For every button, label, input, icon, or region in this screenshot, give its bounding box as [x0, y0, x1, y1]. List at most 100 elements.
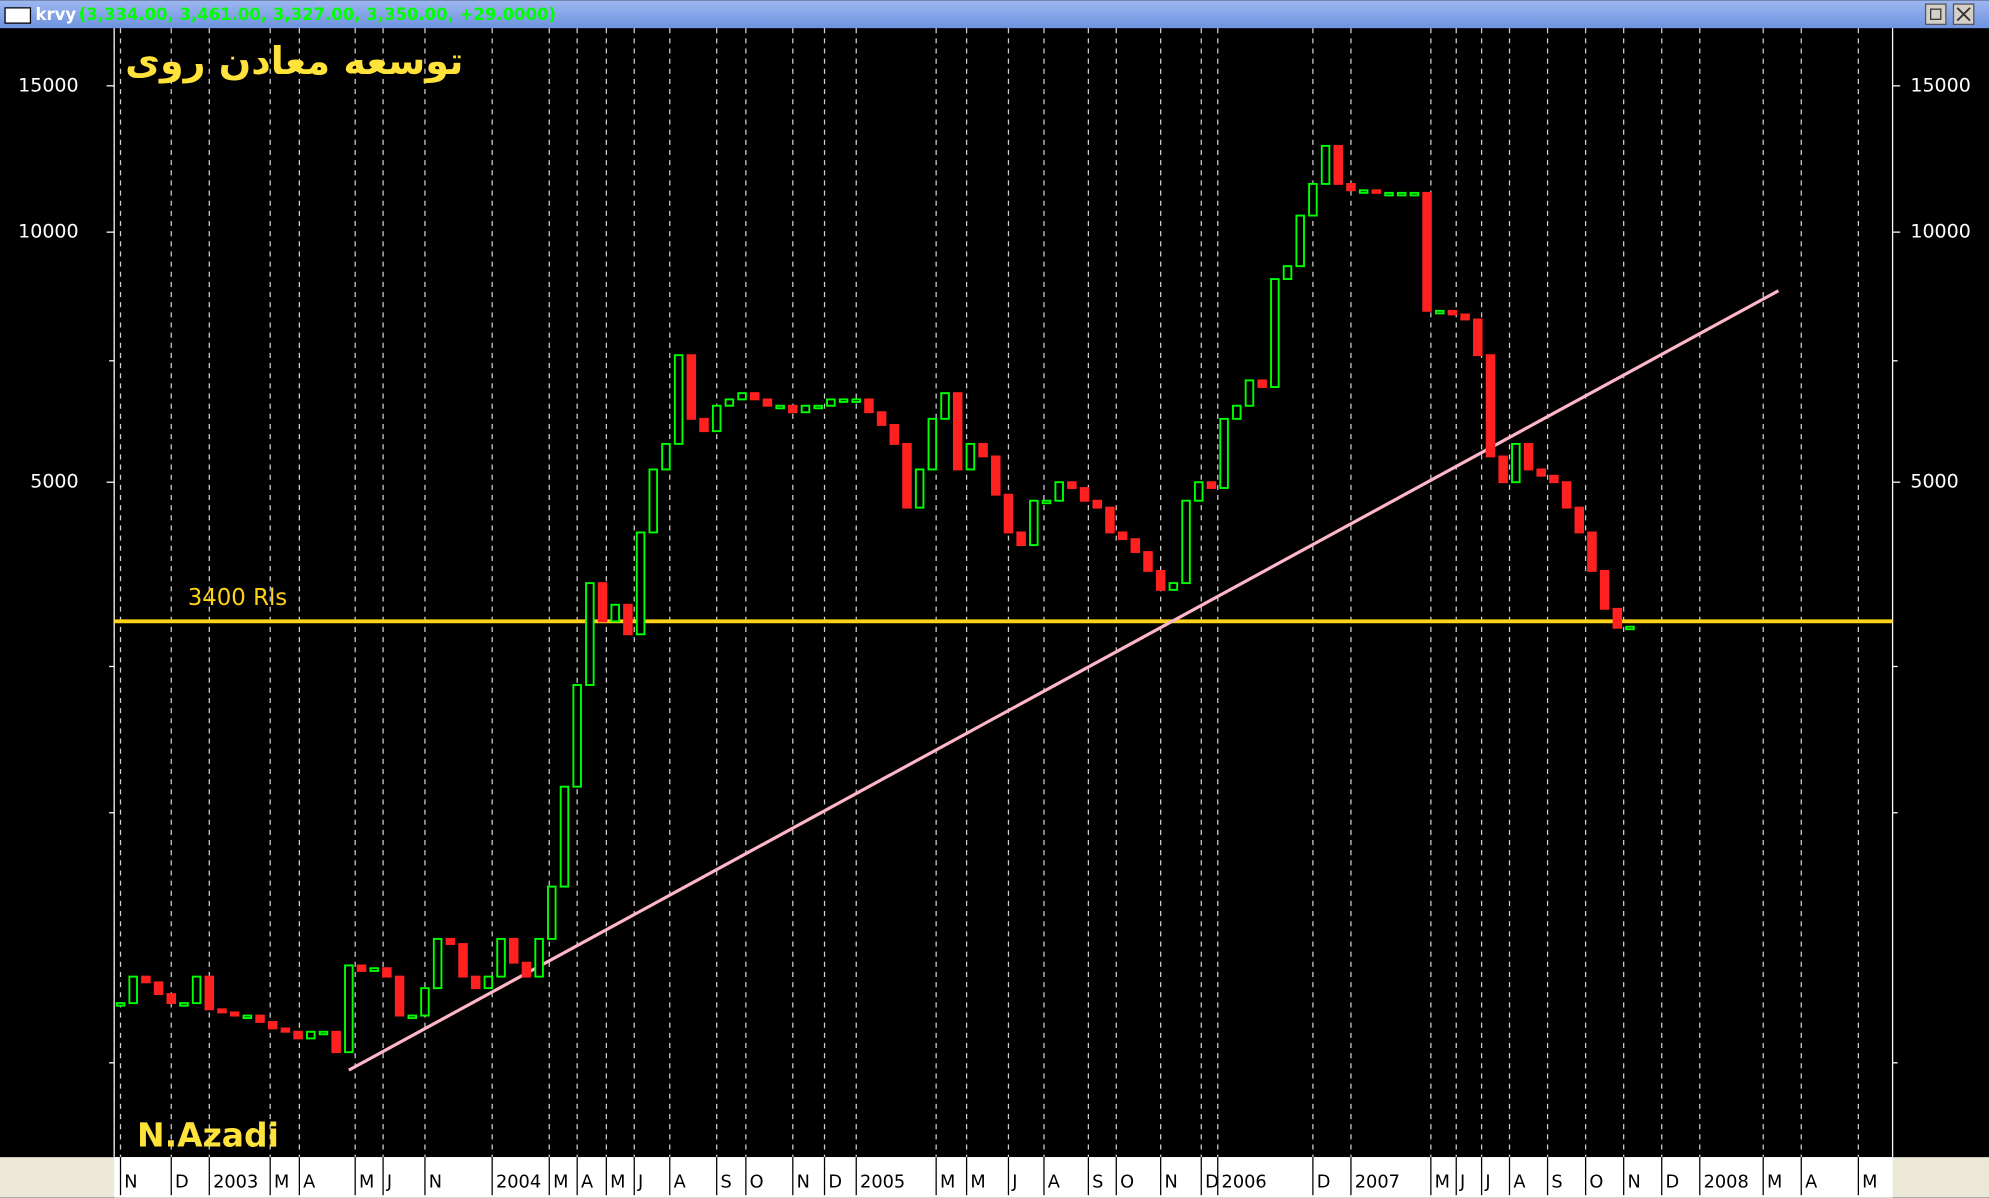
candle — [991, 455, 1001, 496]
x-tick-label: M — [1767, 1173, 1782, 1193]
x-tick-label: J — [1484, 1173, 1490, 1193]
x-tick-label: O — [750, 1173, 764, 1193]
x-tick-label: 2006 — [1222, 1173, 1267, 1193]
candle — [1320, 144, 1331, 185]
candle — [1003, 493, 1014, 534]
x-tick-label: A — [1048, 1173, 1060, 1193]
candle — [204, 975, 215, 1011]
candle — [1105, 506, 1115, 534]
candle — [876, 411, 887, 426]
candle — [902, 442, 912, 509]
candle — [153, 981, 164, 996]
candle — [1117, 531, 1128, 541]
candle — [788, 404, 798, 414]
x-tick-label: N — [797, 1173, 810, 1193]
x-tick-label: M — [1435, 1173, 1450, 1193]
x-tick-label: N — [1164, 1173, 1177, 1193]
x-tick-label: 2003 — [213, 1173, 258, 1193]
candle — [978, 442, 988, 458]
candle — [394, 975, 405, 1017]
candle — [1574, 506, 1585, 534]
candle — [1536, 468, 1546, 477]
candle — [851, 398, 861, 403]
candle — [559, 785, 570, 888]
candle — [749, 392, 760, 401]
candle — [952, 392, 963, 471]
candle — [521, 961, 532, 978]
x-tick-label: M — [940, 1173, 955, 1193]
candle — [1092, 499, 1103, 509]
x-tick-label: D — [1666, 1173, 1680, 1193]
candle — [775, 404, 785, 410]
x-tick-label: A — [674, 1173, 686, 1193]
candle — [229, 1011, 240, 1017]
candle — [1333, 144, 1344, 185]
candle — [1130, 538, 1141, 553]
maximize-button[interactable] — [1924, 3, 1947, 26]
x-tick-label: S — [721, 1173, 732, 1193]
x-tick-label: D — [1205, 1173, 1219, 1193]
candle — [382, 967, 392, 978]
candle — [115, 1002, 126, 1007]
candle — [1079, 487, 1090, 502]
candle — [1358, 189, 1369, 194]
candle — [1193, 481, 1204, 502]
candle — [141, 975, 151, 984]
x-tick-label: A — [303, 1173, 315, 1193]
candle — [1067, 481, 1077, 489]
candle — [635, 531, 646, 636]
candle — [1625, 625, 1635, 631]
y-tick-label: 5000 — [30, 471, 78, 493]
candle — [508, 937, 519, 964]
candle — [344, 964, 354, 1054]
x-tick-label: S — [1551, 1173, 1562, 1193]
candle — [1599, 569, 1610, 610]
candle — [965, 442, 976, 471]
candle — [572, 684, 582, 788]
candle — [1460, 313, 1470, 321]
candle — [1587, 531, 1597, 572]
x-tick-label: A — [1513, 1173, 1525, 1193]
candle — [610, 603, 620, 623]
candle — [1612, 607, 1623, 629]
maximize-icon — [1930, 8, 1942, 20]
candle — [1384, 191, 1394, 197]
y-tick-label: 10000 — [1910, 221, 1971, 243]
candle — [889, 423, 900, 445]
candle — [445, 937, 456, 945]
x-tick-label: J — [637, 1173, 643, 1193]
candle — [1232, 404, 1242, 420]
x-tick-label: J — [1011, 1173, 1017, 1193]
candle — [496, 937, 506, 978]
x-tick-label: M — [553, 1173, 568, 1193]
x-tick-label: J — [1459, 1173, 1465, 1193]
candle — [191, 975, 202, 1005]
candle — [166, 993, 177, 1005]
candle — [1016, 531, 1026, 547]
candle — [1282, 265, 1293, 281]
candle — [293, 1030, 303, 1040]
candle — [1485, 354, 1496, 458]
candle — [1447, 309, 1458, 316]
candle — [1511, 442, 1521, 484]
candle — [1434, 309, 1445, 315]
x-tick-label: 2007 — [1355, 1173, 1400, 1193]
x-axis-area — [114, 1157, 1893, 1198]
candle — [762, 398, 773, 407]
candle — [1181, 499, 1191, 585]
candle — [331, 1030, 341, 1054]
candle — [1523, 442, 1534, 471]
candle — [1041, 499, 1052, 505]
window-icon — [4, 7, 32, 24]
candle — [800, 404, 811, 414]
candle — [1498, 455, 1508, 484]
candle — [927, 417, 938, 471]
support-label: 3400 Rls — [188, 585, 287, 611]
candle — [1371, 189, 1382, 194]
candle — [483, 975, 494, 990]
candle — [369, 967, 379, 972]
candle — [242, 1014, 253, 1020]
y-tick-label: 10000 — [18, 221, 79, 243]
x-tick-label: N — [429, 1173, 442, 1193]
candle — [864, 398, 874, 414]
